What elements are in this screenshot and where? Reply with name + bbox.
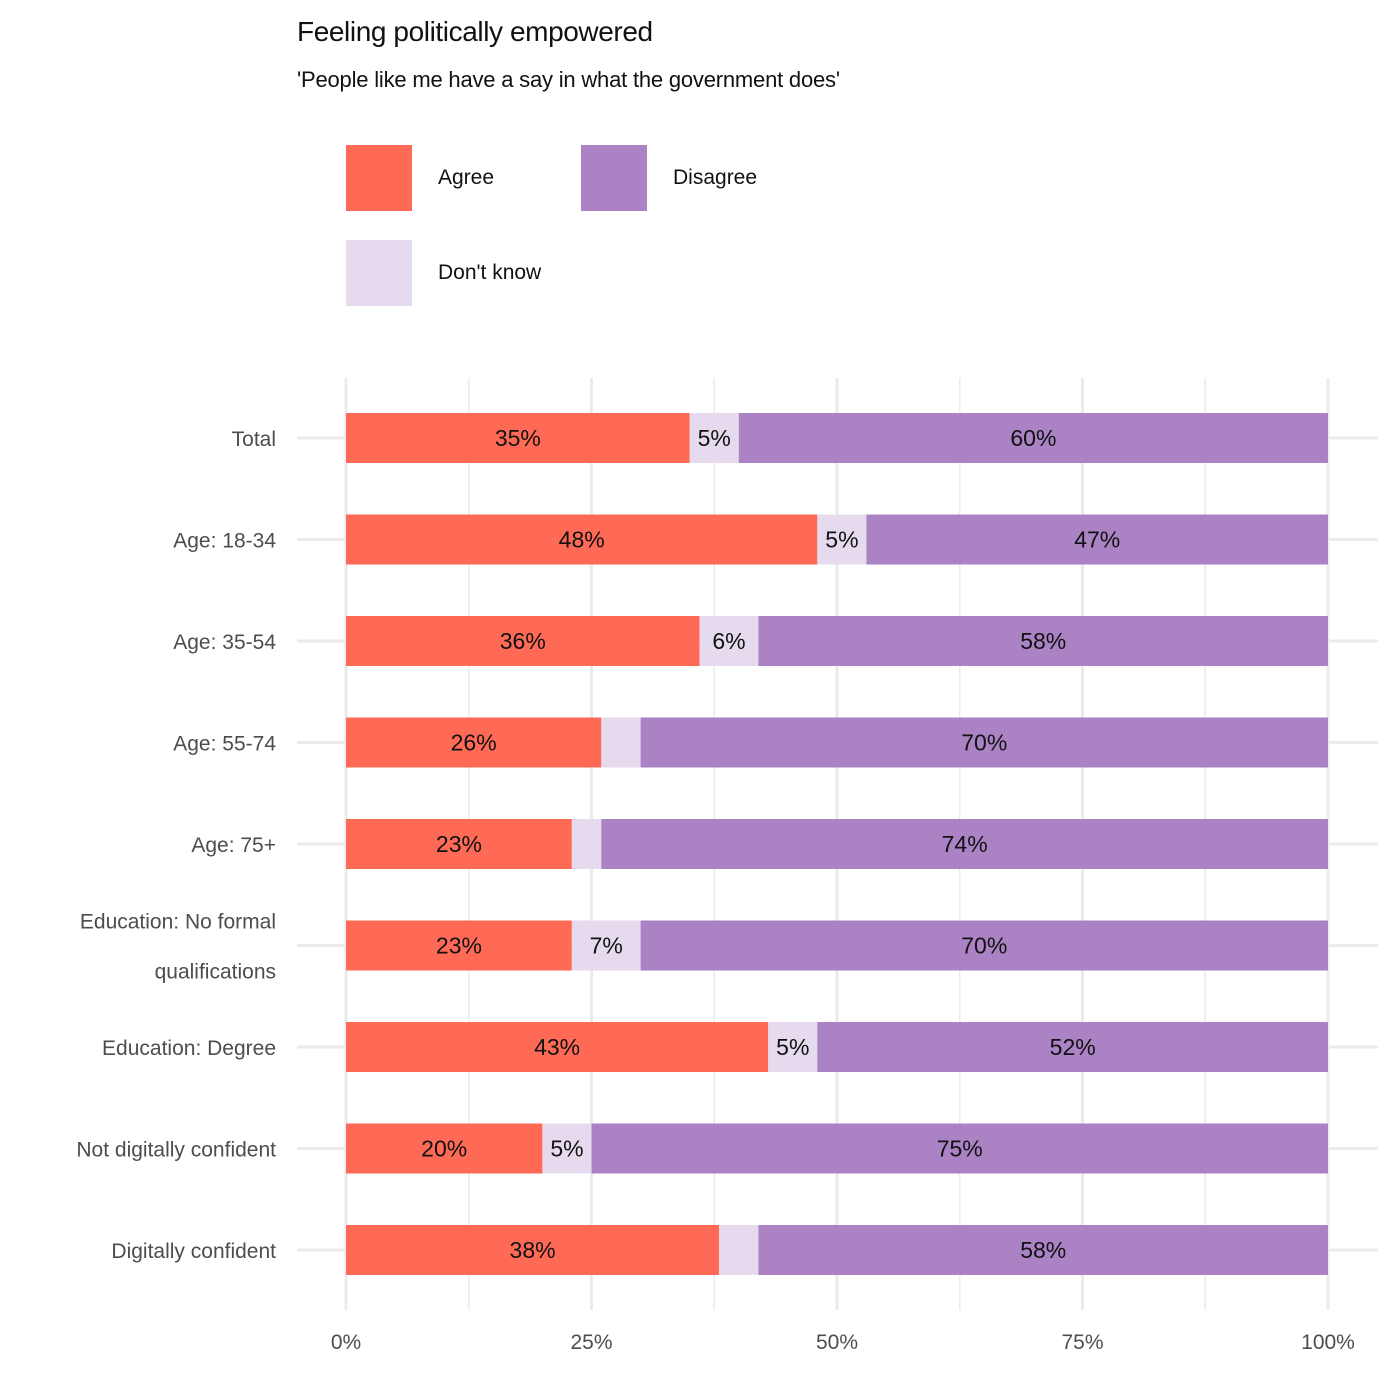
bar-segment-disagree: [640, 717, 1328, 768]
data-label-agree: 36%: [500, 628, 546, 654]
data-label-disagree: 58%: [1020, 1237, 1066, 1263]
bar-segment-disagree: [866, 514, 1328, 565]
x-tick-label: 50%: [816, 1331, 858, 1354]
data-label-agree: 35%: [495, 425, 541, 451]
bar-segment-disagree: [591, 1123, 1328, 1174]
legend-swatch-agree: [346, 145, 412, 211]
data-label-agree: 20%: [421, 1136, 467, 1162]
bar-segment-don-t-know: [571, 920, 641, 971]
bar-segment-don-t-know: [768, 1022, 818, 1072]
data-label-agree: 26%: [451, 730, 497, 756]
legend-swatch-disagree: [581, 145, 647, 211]
category-label: Age: 35-54: [173, 631, 276, 654]
bar-segment-don-t-know: [817, 514, 867, 565]
data-label-don-t-know: 7%: [590, 933, 623, 959]
legend-swatch-dont-know: [346, 240, 412, 306]
x-tick-label: 25%: [570, 1331, 612, 1354]
legend-label-dont-know: Don't know: [438, 261, 542, 284]
data-label-agree: 43%: [534, 1034, 580, 1060]
bar-segment-agree: [346, 1225, 720, 1275]
legend-label-agree: Agree: [438, 166, 495, 189]
category-label: Education: Degree: [102, 1037, 276, 1060]
bar-segment-agree: [346, 1022, 769, 1072]
legend-item-disagree: Disagree: [581, 145, 757, 211]
category-label: Education: No formal: [80, 911, 276, 934]
bar-segment-agree: [346, 1123, 543, 1174]
bar-segment-disagree: [817, 1022, 1328, 1072]
data-label-don-t-know: 5%: [550, 1136, 583, 1162]
data-label-disagree: 60%: [1010, 425, 1056, 451]
data-label-agree: 48%: [559, 527, 605, 553]
bar-segment-disagree: [640, 920, 1328, 971]
category-label: Total: [232, 428, 276, 451]
bar-segment-disagree: [758, 1225, 1328, 1275]
bar-segment-don-t-know: [689, 413, 739, 463]
bar-segment-disagree: [601, 819, 1328, 869]
data-label-disagree: 74%: [942, 831, 988, 857]
category-label: Not digitally confident: [76, 1139, 276, 1162]
bar-segment-don-t-know: [571, 819, 602, 869]
bar-segment-don-t-know: [699, 616, 759, 666]
category-label: Digitally confident: [111, 1240, 276, 1263]
data-label-agree: 38%: [510, 1237, 556, 1263]
data-label-agree: 23%: [436, 831, 482, 857]
category-label: Age: 55-74: [173, 733, 276, 756]
data-label-disagree: 70%: [961, 933, 1007, 959]
data-label-disagree: 75%: [937, 1136, 983, 1162]
chart-title: Feeling politically empowered: [297, 16, 653, 47]
bar-segment-agree: [346, 616, 700, 666]
data-label-disagree: 70%: [961, 730, 1007, 756]
data-label-don-t-know: 5%: [776, 1034, 809, 1060]
data-label-disagree: 52%: [1050, 1034, 1096, 1060]
bar-segment-agree: [346, 717, 602, 768]
data-label-don-t-know: 5%: [825, 527, 858, 553]
chart-subtitle: 'People like me have a say in what the g…: [297, 67, 840, 92]
bar-segment-agree: [346, 514, 818, 565]
bar-segment-agree: [346, 413, 690, 463]
category-label: qualifications: [155, 961, 276, 984]
x-tick-label: 100%: [1301, 1331, 1355, 1354]
legend-label-disagree: Disagree: [673, 166, 758, 189]
legend-item-agree: Agree: [346, 145, 494, 211]
bar-segment-don-t-know: [601, 717, 641, 768]
bar-segment-don-t-know: [542, 1123, 592, 1174]
bar-segment-disagree: [758, 616, 1328, 666]
x-tick-label: 0%: [331, 1331, 361, 1354]
data-label-don-t-know: 5%: [698, 425, 731, 451]
bar-segment-don-t-know: [719, 1225, 759, 1275]
data-label-agree: 23%: [436, 933, 482, 959]
category-label: Age: 18-34: [173, 530, 276, 553]
data-label-disagree: 58%: [1020, 628, 1066, 654]
bar-segment-disagree: [738, 413, 1328, 463]
category-label: Age: 75+: [191, 834, 276, 857]
bar-segment-agree: [346, 819, 572, 869]
x-tick-label: 75%: [1061, 1331, 1103, 1354]
bar-segment-agree: [346, 920, 572, 971]
legend-item-dont-know: Don't know: [346, 240, 541, 306]
data-label-disagree: 47%: [1074, 527, 1120, 553]
data-label-don-t-know: 6%: [712, 628, 745, 654]
